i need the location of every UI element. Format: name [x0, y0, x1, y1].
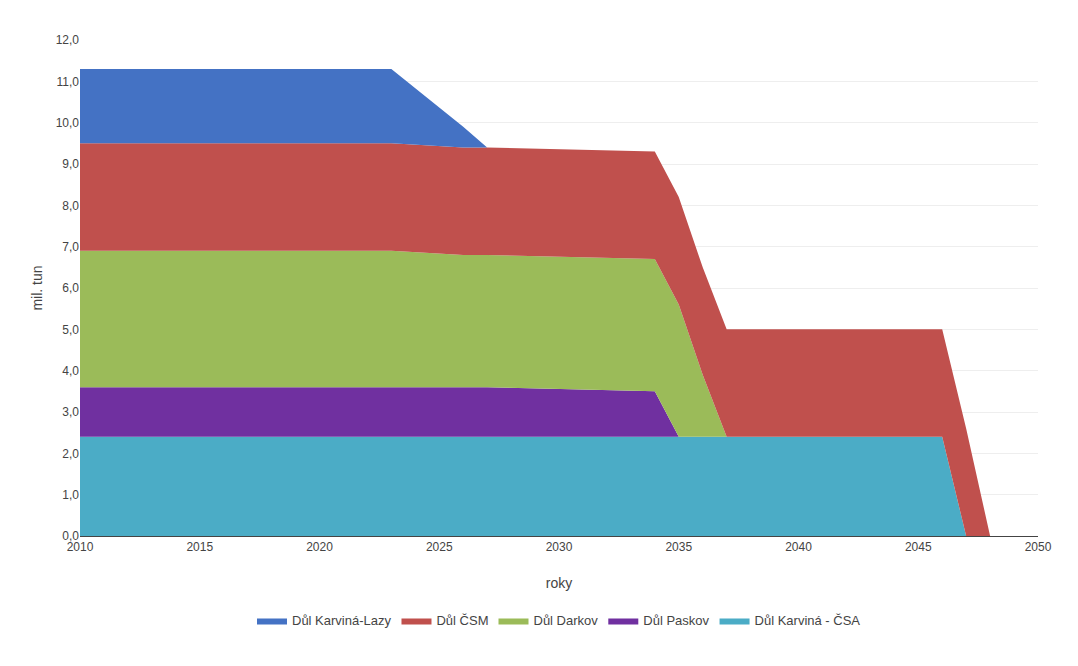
svg-text:10,0: 10,0	[56, 116, 80, 130]
svg-text:Důl ČSM: Důl ČSM	[436, 613, 488, 628]
svg-text:2030: 2030	[546, 540, 573, 554]
svg-text:Důl Karviná - ČSA: Důl Karviná - ČSA	[755, 613, 861, 628]
svg-text:8,0: 8,0	[62, 199, 79, 213]
svg-text:11,0: 11,0	[57, 75, 80, 89]
svg-text:roky: roky	[546, 575, 572, 591]
svg-text:2020: 2020	[306, 540, 333, 554]
svg-text:0,0: 0,0	[62, 529, 79, 543]
svg-text:Důl Darkov: Důl Darkov	[534, 613, 599, 628]
svg-text:2025: 2025	[426, 540, 453, 554]
svg-text:7,0: 7,0	[62, 240, 79, 254]
svg-text:2010: 2010	[67, 540, 94, 554]
svg-text:2035: 2035	[665, 540, 692, 554]
svg-text:12,0: 12,0	[56, 33, 80, 47]
svg-text:3,0: 3,0	[62, 405, 79, 419]
svg-text:2045: 2045	[905, 540, 932, 554]
svg-text:2050: 2050	[1025, 540, 1052, 554]
svg-text:6,0: 6,0	[62, 281, 79, 295]
svg-text:1,0: 1,0	[62, 488, 79, 502]
svg-text:mil. tun: mil. tun	[29, 265, 45, 310]
svg-text:Důl Karviná-Lazy: Důl Karviná-Lazy	[292, 613, 391, 628]
svg-text:5,0: 5,0	[62, 323, 79, 337]
svg-text:2015: 2015	[186, 540, 213, 554]
svg-text:4,0: 4,0	[62, 364, 79, 378]
svg-text:9,0: 9,0	[62, 157, 79, 171]
svg-text:Důl Paskov: Důl Paskov	[643, 613, 709, 628]
svg-text:2,0: 2,0	[62, 447, 79, 461]
svg-text:2040: 2040	[785, 540, 812, 554]
